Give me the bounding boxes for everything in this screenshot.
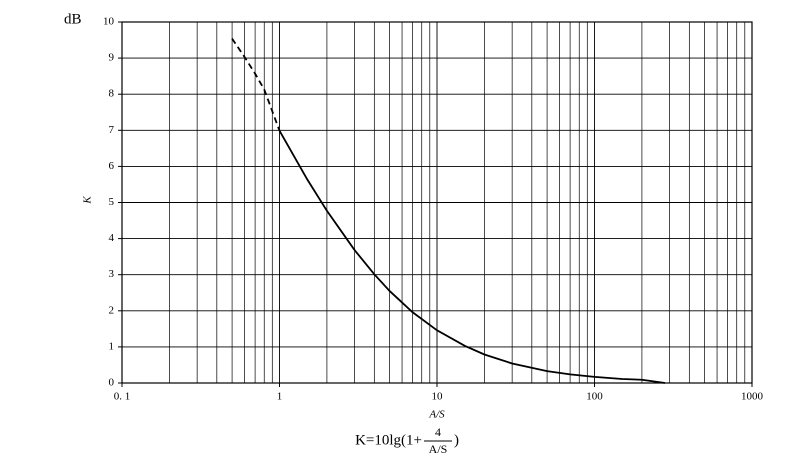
y-tick-label: 6 <box>109 160 115 172</box>
y-tick-label: 5 <box>109 196 115 208</box>
y-tick-label: 4 <box>109 232 115 244</box>
y-tick-label: 10 <box>103 16 115 28</box>
formula-numerator: 4 <box>435 425 441 439</box>
unit-label: dB <box>64 11 82 27</box>
y-axis-label: K <box>82 196 94 205</box>
y-tick-label: 7 <box>109 124 115 136</box>
curve <box>231 38 281 131</box>
x-axis-label: A/S <box>428 409 445 421</box>
y-tick-label: 9 <box>109 52 115 64</box>
formula-denominator: A/S <box>429 442 448 456</box>
plot-frame <box>121 21 753 384</box>
curve <box>278 130 666 384</box>
formula-prefix: K=10lg(1+ <box>355 432 422 448</box>
y-tick-label: 2 <box>109 304 115 316</box>
y-tick-label: 0 <box>109 377 115 389</box>
x-tick-label: 100 <box>586 391 603 403</box>
y-tick-label: 3 <box>109 268 115 280</box>
formula-suffix: ) <box>454 432 459 448</box>
x-tick-label: 1000 <box>741 391 764 403</box>
x-tick-label: 10 <box>432 391 444 403</box>
y-tick-label: 1 <box>109 340 115 352</box>
y-tick-label: 8 <box>109 88 115 100</box>
x-tick-label: 0. 1 <box>114 391 131 403</box>
x-tick-label: 1 <box>277 391 283 403</box>
